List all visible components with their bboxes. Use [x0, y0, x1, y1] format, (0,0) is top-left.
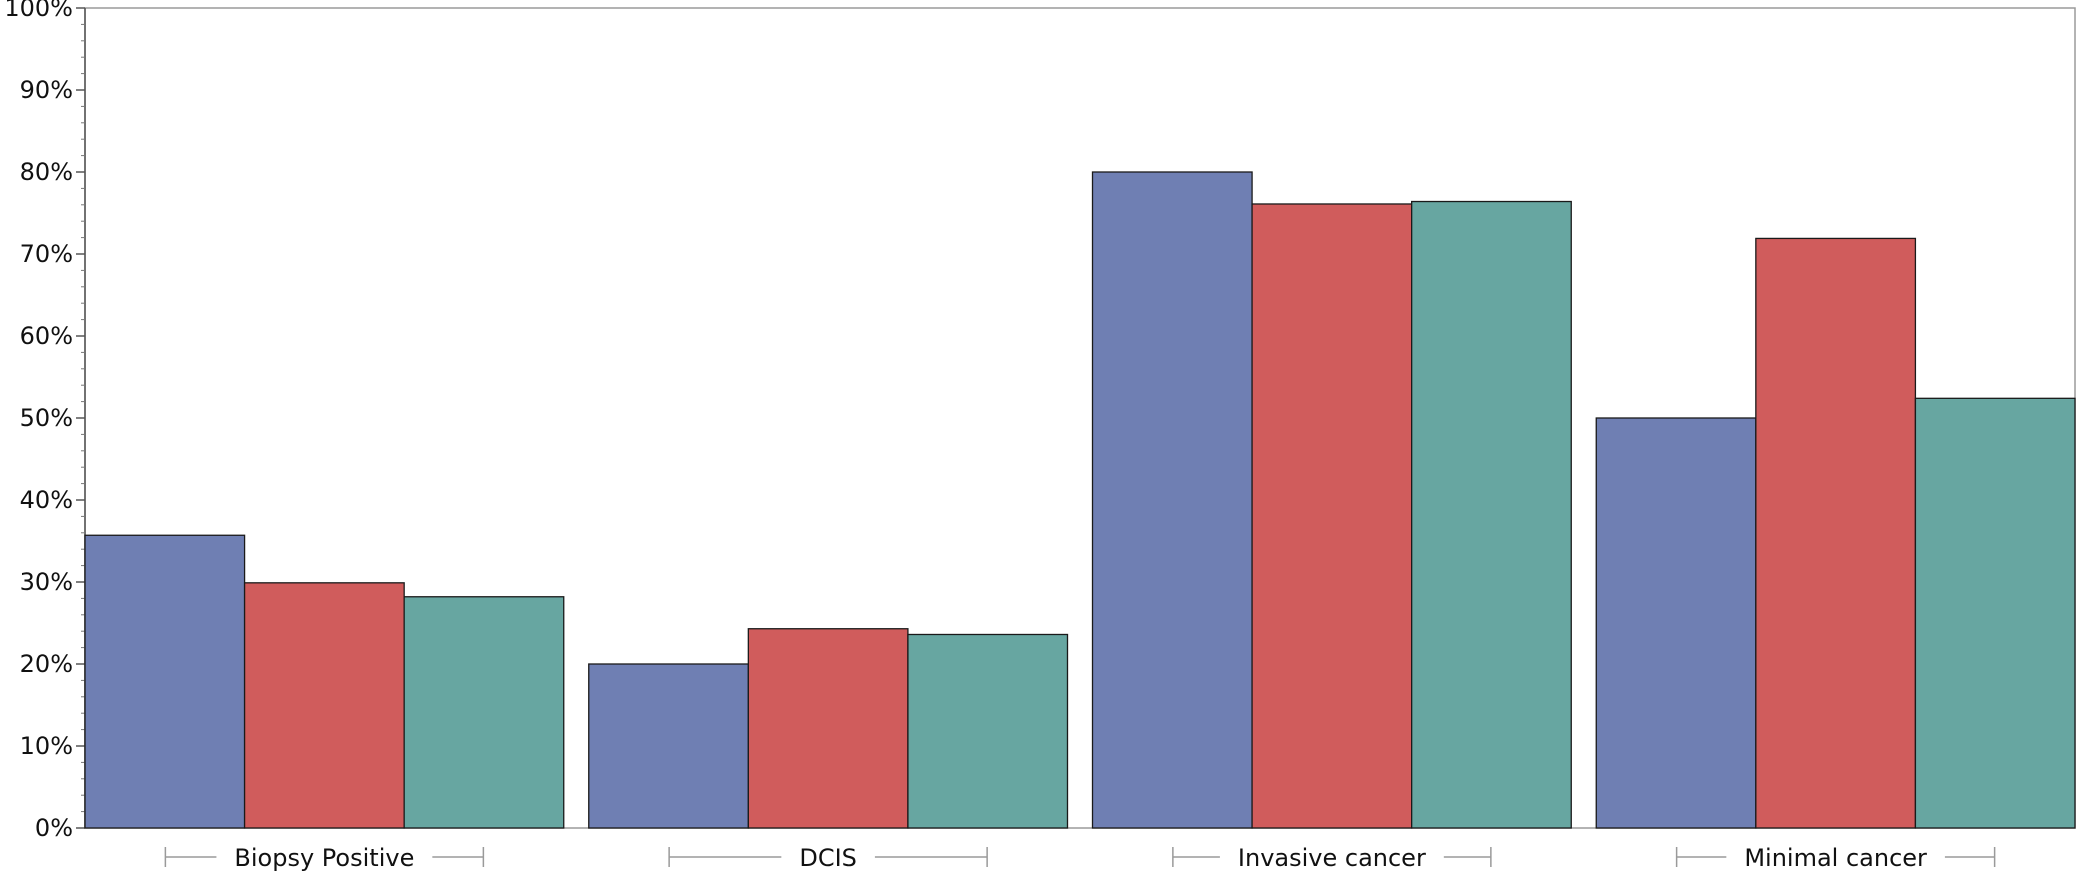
- bar-series-2: [243, 582, 405, 829]
- y-tick-label: 60%: [20, 322, 73, 350]
- x-category-label: Invasive cancer: [1238, 844, 1426, 872]
- bar-series-1: [1091, 171, 1253, 829]
- y-tick-label: 80%: [20, 158, 73, 186]
- y-tick-label: 40%: [20, 486, 73, 514]
- bar-series-2: [1251, 203, 1413, 829]
- bar-series-2: [747, 628, 909, 829]
- bar-series-3: [1411, 200, 1572, 829]
- bar-series-2: [1755, 237, 1917, 829]
- y-tick-label: 70%: [20, 240, 73, 268]
- bars: [84, 171, 2076, 829]
- y-tick-label: 10%: [20, 732, 73, 760]
- y-axis: 0% 10% 20% 30% 40% 50% 60% 70% 80% 90% 100%: [4, 0, 86, 842]
- bar-series-3: [1914, 397, 2076, 829]
- bar-series-1: [84, 534, 246, 829]
- y-tick-label: 90%: [20, 76, 73, 104]
- bar-series-1: [588, 663, 749, 829]
- x-category-label: Minimal cancer: [1744, 844, 1927, 872]
- bar-series-3: [403, 596, 565, 829]
- y-tick-label: 30%: [20, 568, 73, 596]
- bar-series-1: [1595, 417, 1757, 829]
- y-tick-label: 100%: [4, 0, 73, 22]
- x-category-label: DCIS: [799, 844, 857, 872]
- bar-series-3: [907, 633, 1069, 829]
- y-tick-label: 0%: [35, 814, 73, 842]
- x-category-label: Biopsy Positive: [234, 844, 414, 872]
- x-axis: Biopsy Positive DCIS Invasive cancer Minima…: [164, 844, 1996, 872]
- y-tick-label: 50%: [20, 404, 73, 432]
- y-tick-label: 20%: [20, 650, 73, 678]
